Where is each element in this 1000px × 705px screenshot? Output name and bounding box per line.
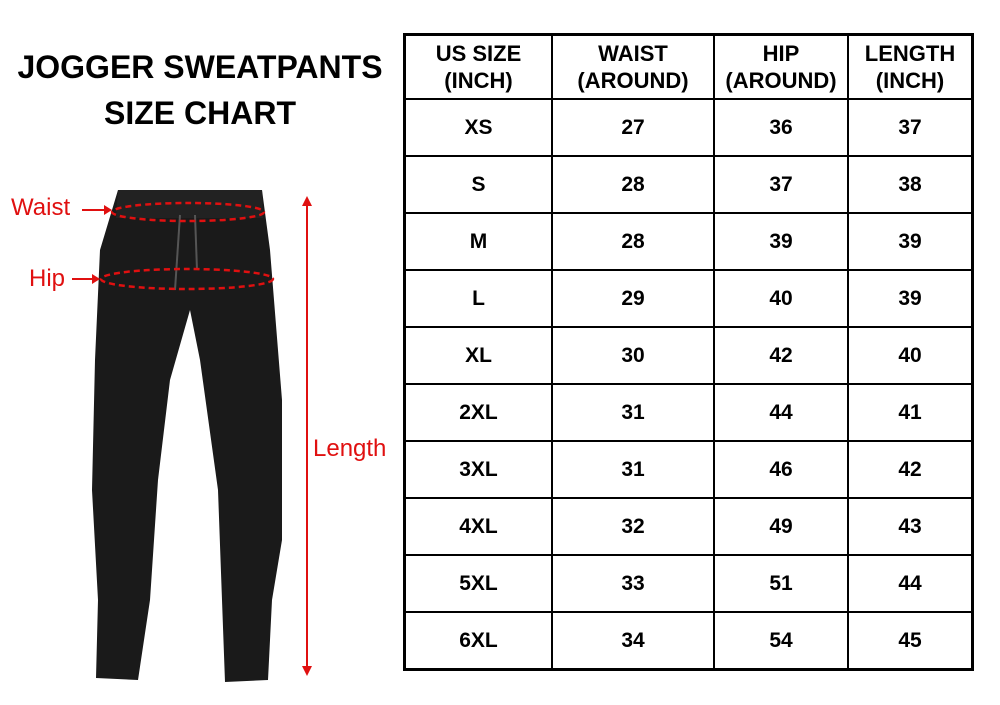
- cell-hip: 37: [713, 155, 849, 214]
- cell-length: 42: [847, 440, 974, 499]
- header-text: (AROUND): [577, 68, 689, 93]
- table-row: 5XL 33 51 44: [403, 554, 974, 613]
- header-text: HIP: [762, 41, 800, 66]
- table-row: 6XL 34 54 45: [403, 611, 974, 671]
- header-text: WAIST: [598, 41, 668, 66]
- cell-hip: 54: [713, 611, 849, 671]
- hip-measure-ellipse: [99, 267, 275, 291]
- header-length: LENGTH (INCH): [847, 33, 974, 100]
- cell-length: 45: [847, 611, 974, 671]
- cell-size: XL: [403, 326, 553, 385]
- cell-waist: 32: [551, 497, 715, 556]
- cell-waist: 28: [551, 212, 715, 271]
- cell-size: 2XL: [403, 383, 553, 442]
- cell-hip: 49: [713, 497, 849, 556]
- cell-length: 43: [847, 497, 974, 556]
- table-row: XS 27 36 37: [403, 98, 974, 157]
- cell-waist: 27: [551, 98, 715, 157]
- cell-size: L: [403, 269, 553, 328]
- chart-title-line2: SIZE CHART: [104, 95, 296, 131]
- cell-length: 44: [847, 554, 974, 613]
- header-waist: WAIST (AROUND): [551, 33, 715, 100]
- waist-measure-ellipse: [110, 201, 266, 223]
- pants-illustration: [72, 190, 312, 682]
- cell-hip: 44: [713, 383, 849, 442]
- table-row: XL 30 42 40: [403, 326, 974, 385]
- cell-length: 38: [847, 155, 974, 214]
- cell-waist: 31: [551, 440, 715, 499]
- cell-hip: 36: [713, 98, 849, 157]
- chart-title-line1: JOGGER SWEATPANTS: [17, 49, 383, 85]
- table-row: S 28 37 38: [403, 155, 974, 214]
- table-row: 3XL 31 46 42: [403, 440, 974, 499]
- header-text: (AROUND): [725, 68, 837, 93]
- table-row: M 28 39 39: [403, 212, 974, 271]
- cell-size: XS: [403, 98, 553, 157]
- waist-label: Waist: [11, 194, 71, 221]
- length-label: Length: [313, 435, 387, 462]
- cell-hip: 51: [713, 554, 849, 613]
- header-text: US SIZE: [435, 41, 522, 66]
- cell-size: 5XL: [403, 554, 553, 613]
- table-row: L 29 40 39: [403, 269, 974, 328]
- cell-hip: 39: [713, 212, 849, 271]
- table-header-row: US SIZE (INCH) WAIST (AROUND) HIP (AROUND) LEN…: [403, 33, 974, 100]
- cell-waist: 28: [551, 155, 715, 214]
- cell-waist: 33: [551, 554, 715, 613]
- cell-size: S: [403, 155, 553, 214]
- cell-waist: 31: [551, 383, 715, 442]
- waist-arrow-icon: [82, 205, 112, 215]
- cell-size: 3XL: [403, 440, 553, 499]
- table-row: 2XL 31 44 41: [403, 383, 974, 442]
- cell-hip: 42: [713, 326, 849, 385]
- jogger-pants-image: [92, 190, 282, 682]
- length-arrow-icon: [302, 196, 312, 676]
- cell-waist: 30: [551, 326, 715, 385]
- cell-length: 39: [847, 269, 974, 328]
- cell-size: 6XL: [403, 611, 553, 671]
- cell-hip: 46: [713, 440, 849, 499]
- table-row: 4XL 32 49 43: [403, 497, 974, 556]
- hip-label: Hip: [29, 265, 66, 292]
- size-table: US SIZE (INCH) WAIST (AROUND) HIP (AROUND) LEN…: [403, 33, 974, 671]
- cell-size: 4XL: [403, 497, 553, 556]
- cell-size: M: [403, 212, 553, 271]
- cell-length: 37: [847, 98, 974, 157]
- header-text: (INCH): [444, 68, 513, 93]
- cell-length: 41: [847, 383, 974, 442]
- cell-length: 40: [847, 326, 974, 385]
- hip-arrow-icon: [72, 274, 100, 284]
- table-body: XS 27 36 37 S 28 37 38 M 28 39 39 L 29 40 39 XL 30 42 40 2XL…: [403, 98, 974, 671]
- cell-length: 39: [847, 212, 974, 271]
- header-size: US SIZE (INCH): [403, 33, 553, 100]
- header-hip: HIP (AROUND): [713, 33, 849, 100]
- header-text: (INCH): [875, 68, 945, 93]
- cell-hip: 40: [713, 269, 849, 328]
- cell-waist: 29: [551, 269, 715, 328]
- header-text: LENGTH: [864, 41, 956, 66]
- cell-waist: 34: [551, 611, 715, 671]
